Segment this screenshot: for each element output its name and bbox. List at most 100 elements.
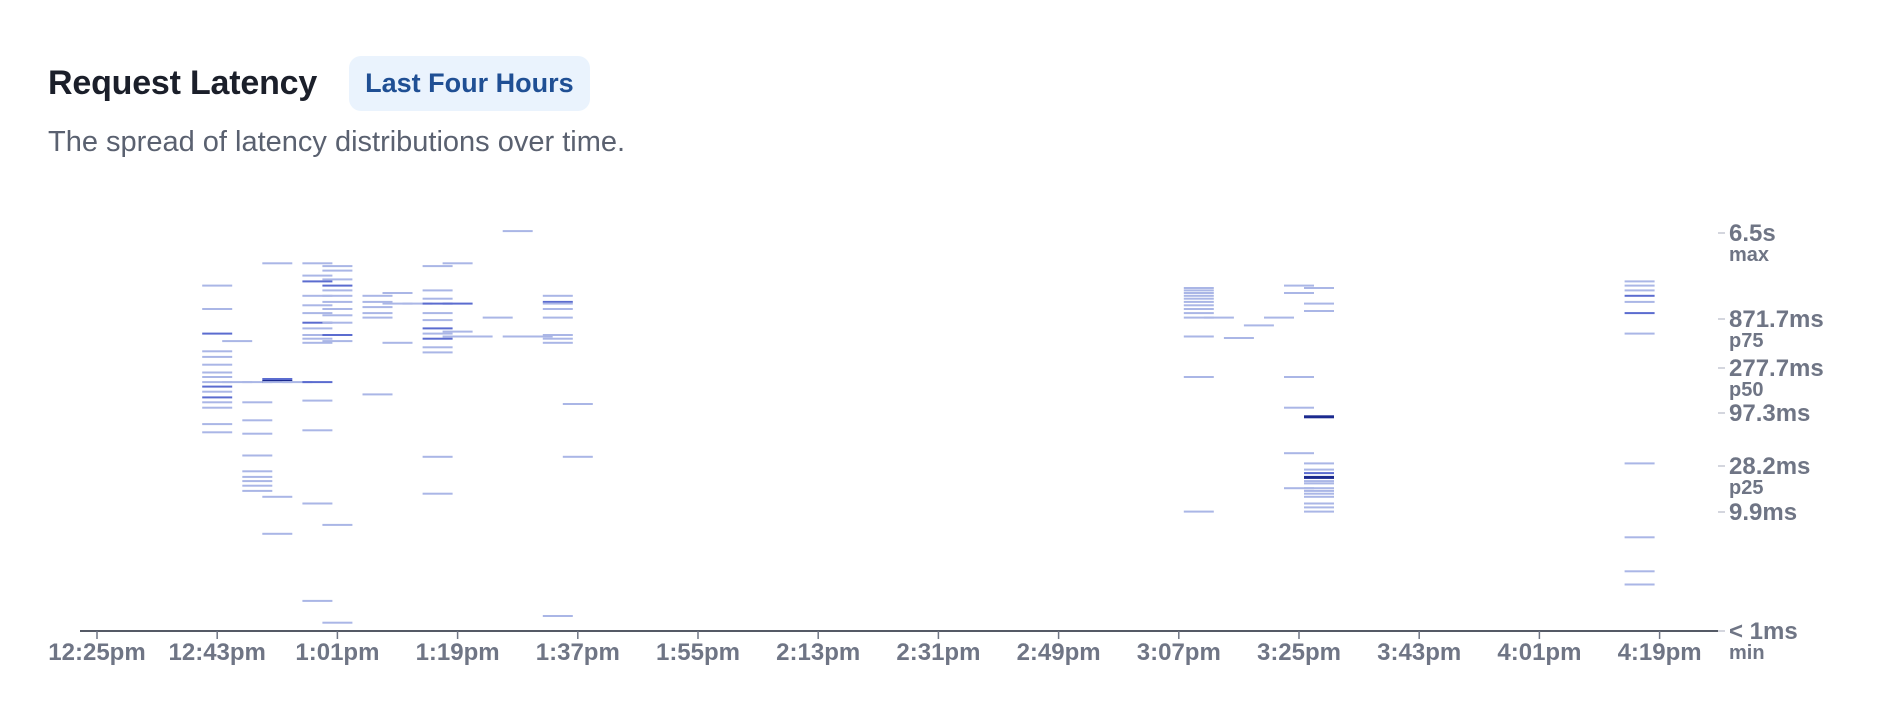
heatmap-cell [1304,482,1334,485]
heatmap-cell [1284,406,1314,409]
heatmap-cell [322,278,353,281]
heatmap-cell [422,332,453,335]
heatmap-cell [202,284,233,287]
heatmap-cell [1304,489,1334,492]
heatmap-cell [1183,376,1214,378]
heatmap-cell [1624,300,1655,303]
heatmap-cell [542,308,573,310]
heatmap-cell [1304,475,1334,479]
y-tick-sublabel: p50 [1729,379,1763,401]
heatmap-cell [262,495,293,498]
heatmap-cell [402,302,433,305]
heatmap-cell [442,330,473,333]
heatmap-cell [302,399,333,402]
heatmap-cell [302,274,333,277]
heatmap-cell [422,265,453,268]
heatmap-cell [202,363,233,366]
heatmap-cell [202,355,233,358]
x-tick-label: 12:25pm [48,639,145,666]
heatmap-cell [1624,332,1655,335]
heatmap-cell [1223,337,1254,339]
heatmap-cell [542,294,573,297]
heatmap-cell [1304,287,1334,289]
heatmap-cell [362,300,393,303]
heatmap-cell [302,262,333,265]
heatmap-cell [1183,297,1214,300]
heatmap-cell [302,429,333,432]
heatmap-cell [422,455,453,458]
heatmap-cell [202,371,233,374]
heatmap-cell [302,502,333,505]
y-tick-sublabel: min [1729,642,1765,664]
heatmap-cell [362,316,393,319]
y-tick-label: 871.7ms [1729,306,1824,333]
heatmap-cell [1624,583,1655,586]
x-tick-label: 3:25pm [1257,639,1341,666]
heatmap-cell [1624,289,1655,292]
heatmap-cell [542,337,573,340]
heatmap-cell [322,621,353,624]
heatmap-cell [382,292,413,294]
heatmap-cell [422,337,453,340]
y-tick-sublabel: p25 [1729,477,1763,499]
heatmap-cell [1624,570,1655,573]
y-tick-sublabel: p75 [1729,330,1763,352]
heatmap-cell [1183,289,1214,292]
heatmap-cell [1304,510,1334,513]
x-tick-label: 4:19pm [1618,639,1702,666]
heatmap-cell [202,401,233,404]
heatmap-cell [422,289,453,292]
heatmap-cell [462,335,493,338]
heatmap-cell [422,351,453,354]
heatmap-cell [1624,536,1655,539]
heatmap-cell [522,335,553,338]
heatmap-cell [422,319,453,322]
heatmap-cell [202,423,233,426]
heatmap-cell [222,340,253,343]
heatmap-cell [362,294,393,297]
heatmap-cell [1284,487,1314,490]
heatmap-cell [362,306,393,309]
heatmap-cell [202,350,233,353]
heatmap-cell [1284,284,1314,287]
heatmap-cell [1304,495,1334,498]
heatmap-cell [242,432,273,435]
time-range-badge[interactable]: Last Four Hours [349,56,590,111]
heatmap-cell [302,381,333,384]
y-tick-sublabel: max [1729,244,1769,266]
heatmap-cell [322,284,353,287]
heatmap-cell [322,265,353,268]
heatmap-cell [302,304,333,307]
heatmap-cell [562,455,593,458]
heatmap-cell [1304,468,1334,471]
heatmap-cell [1183,300,1214,303]
heatmap-cell [322,334,353,336]
heatmap-cell [1183,292,1214,294]
heatmap-cell [1183,294,1214,297]
heatmap-cell [282,381,313,384]
x-tick-label: 3:07pm [1137,639,1221,666]
heatmap-cell [542,341,573,344]
heatmap-cell [262,381,293,384]
heatmap-cell [202,385,233,388]
heatmap-cell [322,523,353,526]
heatmap-cell [442,335,473,338]
heatmap-cell [202,332,233,335]
x-tick-label: 2:49pm [1017,639,1101,666]
heatmap-cell [1304,487,1334,490]
heatmap-cell [262,262,293,265]
heatmap-cell [242,454,273,457]
heatmap-cell [1304,506,1334,509]
heatmap-cell [1624,294,1655,297]
heatmap-cell [422,346,453,349]
heatmap-cell [1183,335,1214,338]
heatmap-cell [1183,287,1214,289]
heatmap-cell [1304,415,1334,419]
heatmap-cell [302,321,333,324]
x-tick-label: 3:43pm [1377,639,1461,666]
heatmap-cell [422,327,453,330]
heatmap-cell [442,302,473,305]
y-tick-label: < 1ms [1729,618,1798,645]
